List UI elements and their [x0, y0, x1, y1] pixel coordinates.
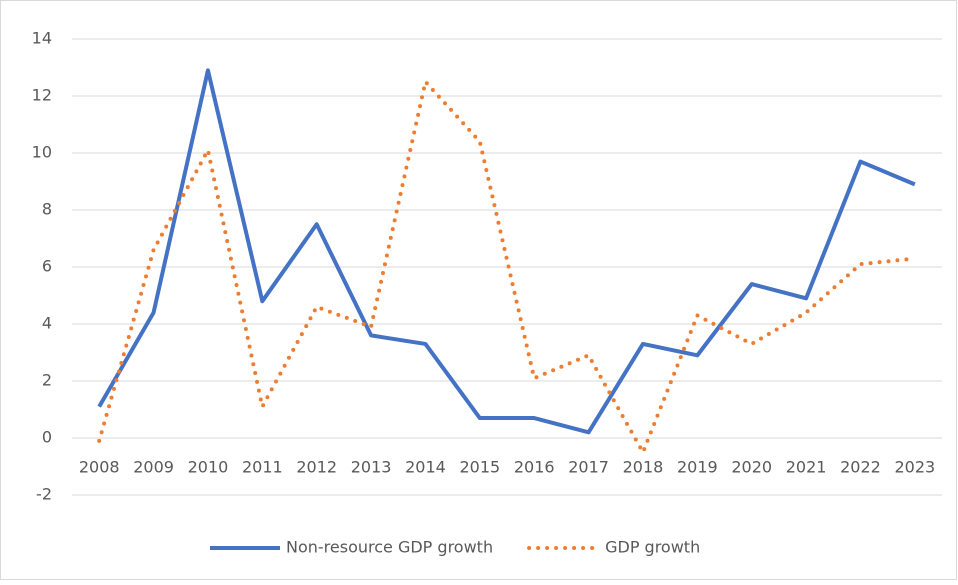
x-tick-label: 2010 [188, 458, 229, 477]
y-tick-label: 8 [42, 200, 52, 219]
y-tick-label: 2 [42, 371, 52, 390]
series-line [97, 68, 916, 435]
x-tick-label: 2016 [514, 458, 555, 477]
x-tick-label: 2019 [677, 458, 718, 477]
x-tick-label: 2008 [79, 458, 120, 477]
x-tick-label: 2014 [405, 458, 446, 477]
x-tick-label: 2011 [242, 458, 283, 477]
y-tick-label: 12 [32, 86, 52, 105]
x-tick-label: 2020 [731, 458, 772, 477]
legend-label: GDP growth [605, 538, 700, 557]
y-tick-label: 14 [32, 29, 52, 48]
y-tick-label: 6 [42, 257, 52, 276]
y-tick-label: 10 [32, 143, 52, 162]
y-tick-label: -2 [36, 485, 52, 504]
y-tick-label: 4 [42, 314, 52, 333]
x-tick-label: 2022 [840, 458, 881, 477]
x-tick-label: 2021 [786, 458, 827, 477]
x-tick-label: 2023 [894, 458, 935, 477]
y-tick-label: 0 [42, 428, 52, 447]
legend-label: Non-resource GDP growth [286, 538, 493, 557]
x-tick-label: 2015 [459, 458, 500, 477]
x-tick-label: 2012 [296, 458, 337, 477]
x-tick-label: 2009 [133, 458, 174, 477]
x-tick-label: 2017 [568, 458, 609, 477]
x-tick-label: 2013 [351, 458, 392, 477]
x-tick-label: 2018 [623, 458, 664, 477]
